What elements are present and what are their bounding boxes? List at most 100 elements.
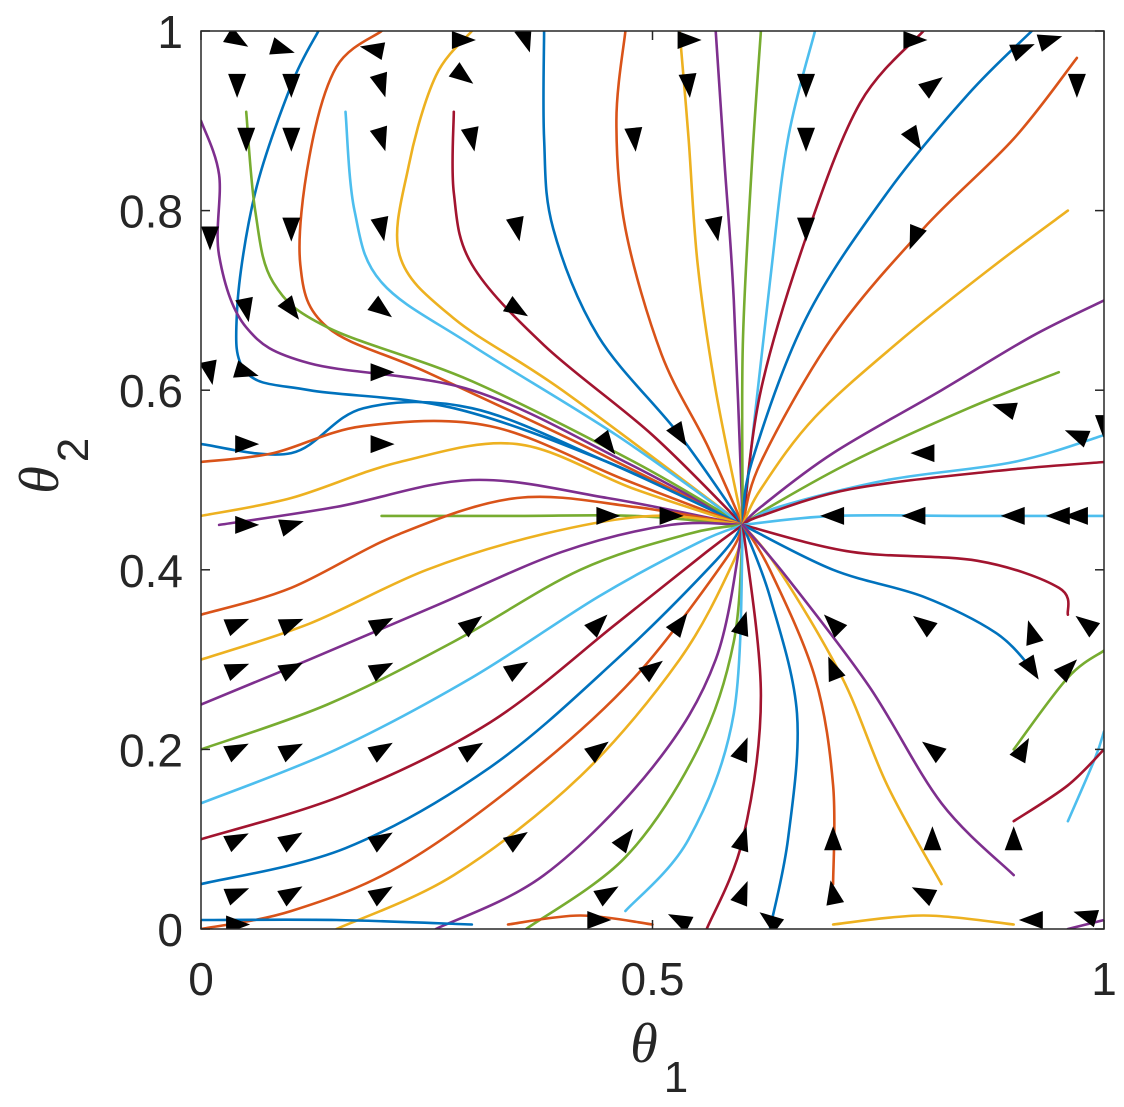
direction-arrow [1045,506,1070,525]
streamline [741,523,1070,616]
direction-arrow [223,833,249,853]
direction-arrow [369,71,388,98]
streamline [615,31,745,527]
direction-arrow [1067,73,1086,98]
direction-arrow [277,743,303,763]
y-tick-label: 1 [157,6,183,58]
direction-arrow [1063,506,1088,525]
direction-arrow [451,31,476,49]
axis-ticks: 0 0.5 1 0 0.2 0.4 0.6 0.8 1 [119,6,1117,1005]
direction-arrow [992,402,1018,420]
direction-arrow [1073,910,1100,928]
direction-arrow [910,444,935,463]
direction-arrow [1053,659,1078,683]
direction-arrow [514,31,532,53]
direction-arrow [659,506,684,525]
direction-arrow [370,216,389,242]
streamline [335,523,745,929]
direction-arrow [704,216,723,242]
direction-arrows [201,31,1104,929]
y-tick-label: 0.4 [119,545,183,597]
direction-arrow [367,886,393,907]
direction-arrow [624,126,643,152]
streamline [201,419,745,527]
streamline [1066,730,1104,823]
streamline [741,523,943,886]
direction-arrow [370,363,395,382]
streamline [217,478,745,527]
direction-arrow [759,912,785,929]
direction-arrow [730,881,748,907]
streamline [741,299,1104,527]
direction-arrow [1018,911,1043,929]
streamline [741,433,1104,527]
streamline [542,31,745,527]
streamline [201,523,745,841]
direction-arrow [367,617,394,637]
direction-arrow [237,127,256,152]
streamline [201,523,745,751]
direction-arrow [611,828,634,854]
direction-arrow [277,662,303,682]
streamline [201,523,745,886]
direction-arrow [282,217,301,242]
direction-arrow [1036,34,1063,52]
direction-arrow [1004,826,1023,851]
x-tick-label: 0.5 [621,953,685,1005]
direction-arrow [277,886,303,907]
streamline [344,110,745,527]
direction-arrow [678,73,697,98]
direction-arrow [900,124,922,150]
y-tick-label: 0.8 [119,186,183,238]
streamline [234,31,745,527]
direction-arrow [367,662,394,682]
direction-arrow [502,661,529,682]
direction-arrow [901,506,926,525]
direction-arrow [367,742,393,763]
direction-arrow [828,656,846,683]
direction-arrow [448,62,474,84]
streamline [201,441,745,527]
direction-arrow [235,296,253,323]
direction-arrow [596,506,621,525]
direction-arrow [226,915,251,929]
streamline [524,523,745,929]
streamline [201,400,745,527]
y-axis-label-symbol: θ [9,466,71,494]
direction-arrow [223,663,250,682]
direction-arrow [584,614,608,638]
direction-arrow [677,31,702,49]
streamline [244,110,745,527]
direction-arrow [797,217,815,242]
direction-arrow [587,911,612,929]
direction-arrow [201,359,217,385]
streamline [201,523,745,805]
direction-arrow [359,42,386,60]
x-axis-label: θ 1 [630,1013,688,1102]
y-tick-label: 0 [157,904,183,956]
direction-arrow [282,127,301,152]
streamline [741,523,799,929]
streamline [741,460,1104,527]
direction-arrow [278,519,304,537]
direction-arrow [269,37,295,55]
direction-arrow [820,506,845,525]
streamline [705,523,763,929]
x-tick-label: 0 [188,953,214,1005]
streamline [741,370,1061,527]
direction-arrow [913,615,938,638]
direction-arrow [223,743,249,763]
streamline [741,31,1034,527]
direction-arrow [457,742,484,763]
direction-arrow [638,660,663,683]
streamline [831,914,1015,926]
direction-arrow [1018,654,1039,680]
direction-arrow [369,125,388,152]
direction-arrow [277,295,300,320]
streamline [434,523,745,929]
direction-arrow [666,421,687,447]
direction-arrow [223,888,250,906]
streamline [201,523,745,929]
y-tick-label: 0.2 [119,724,183,776]
